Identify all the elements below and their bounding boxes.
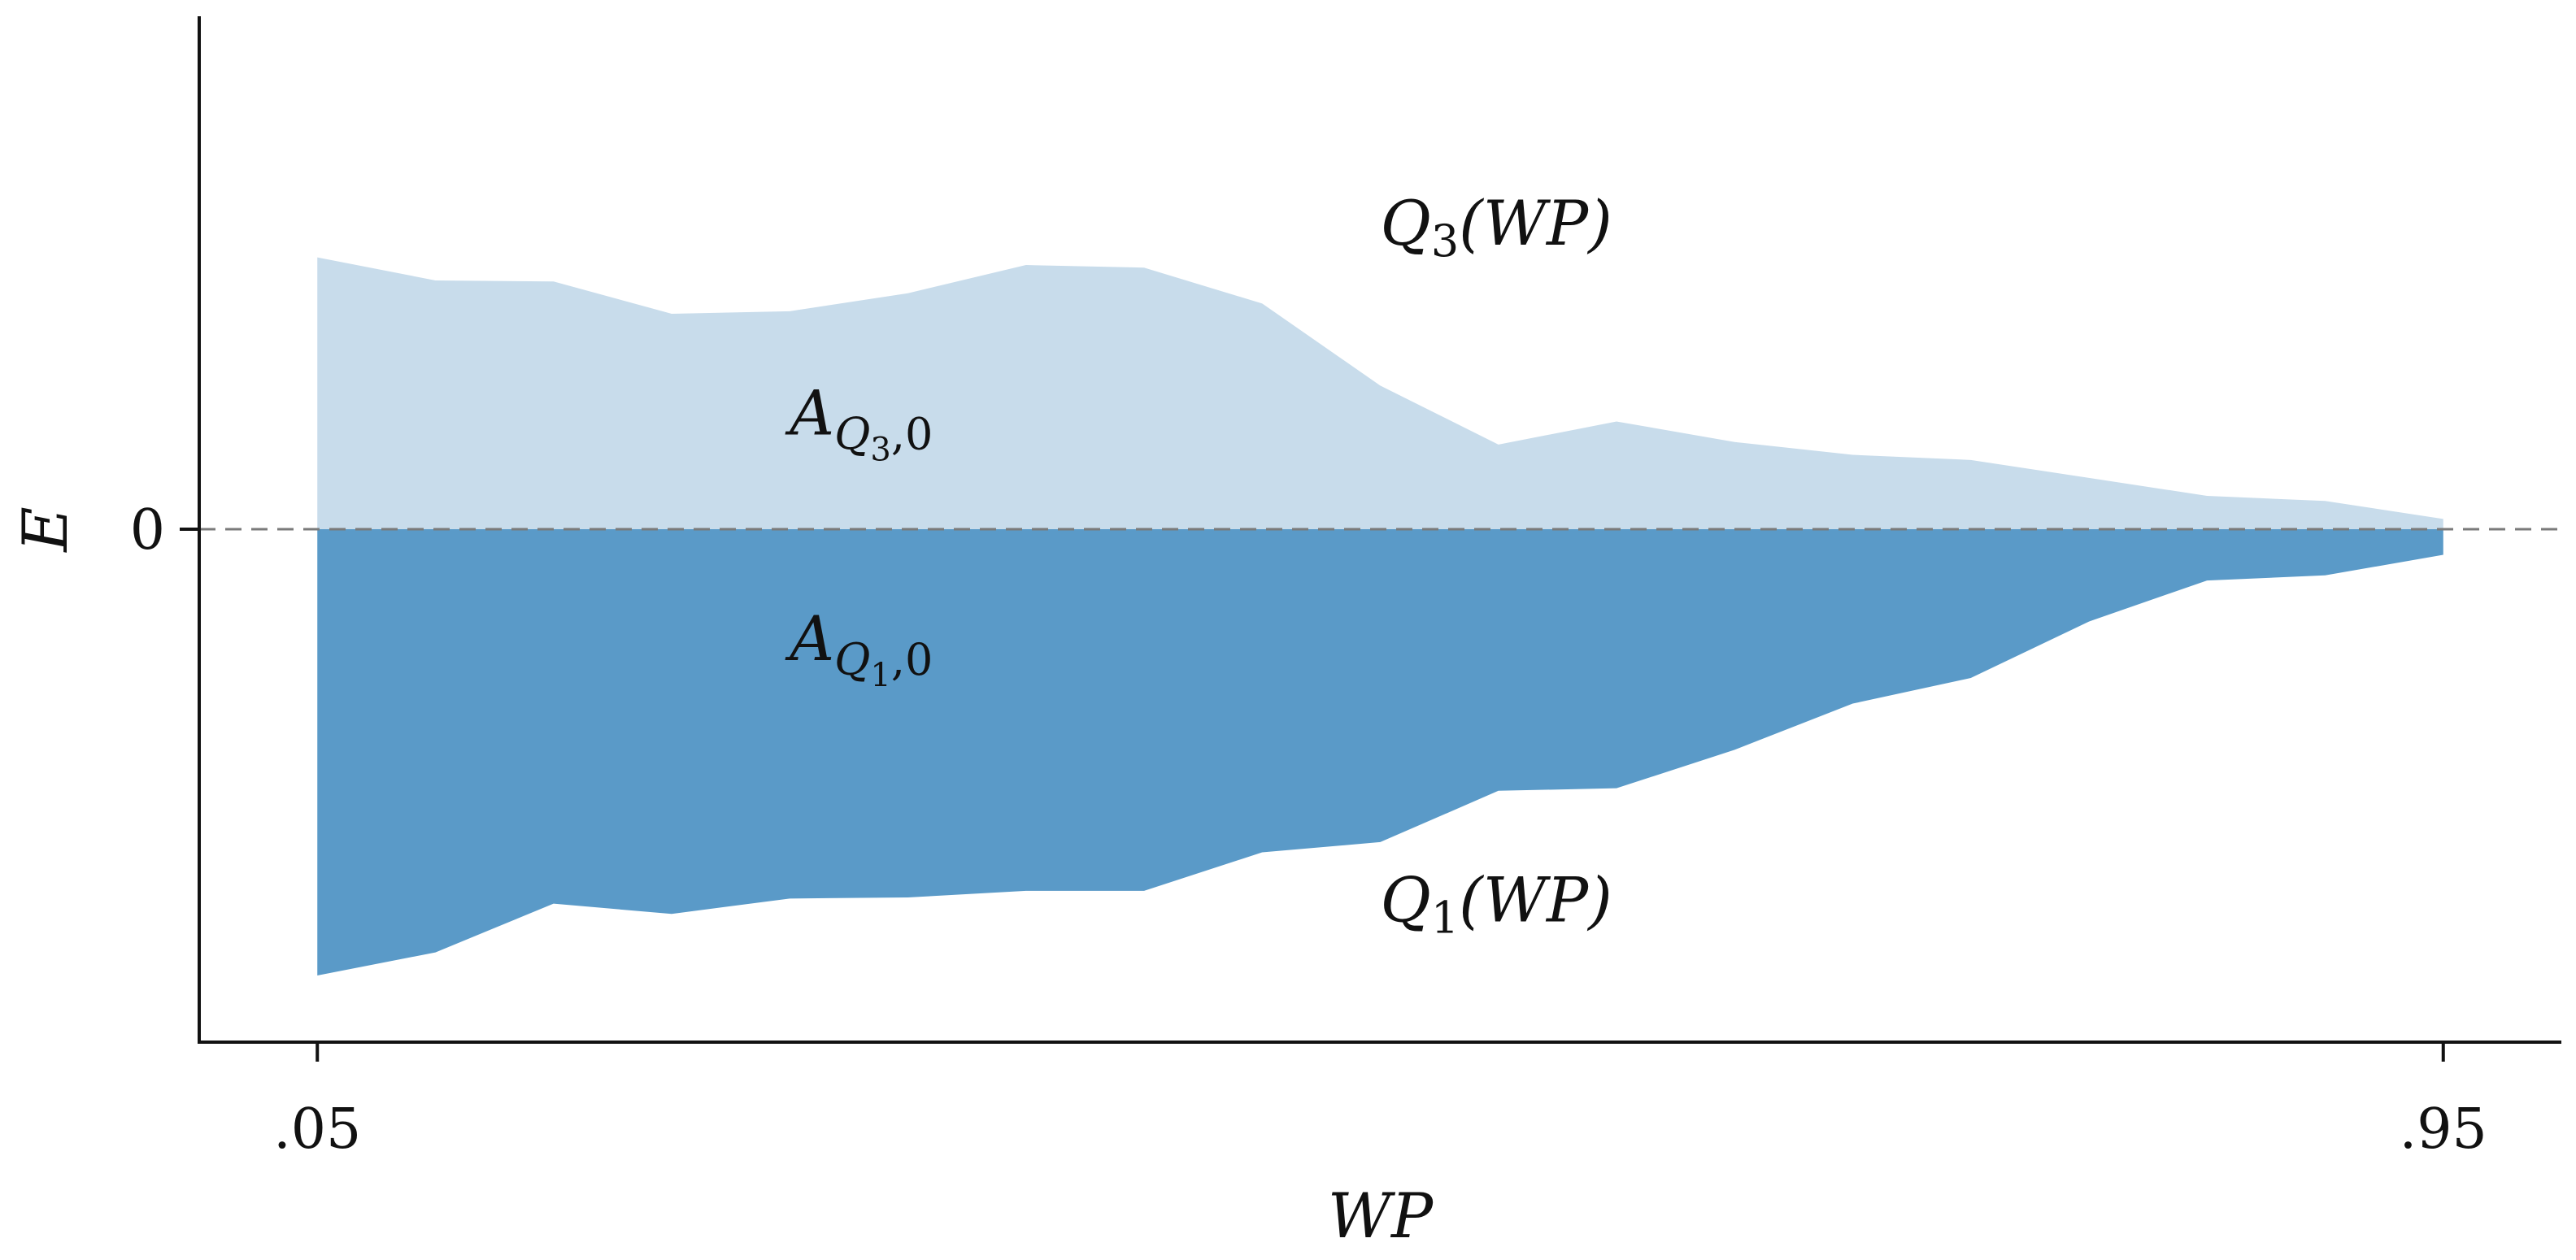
y-tick-label: 0 bbox=[130, 498, 165, 563]
area-series-group bbox=[317, 257, 2443, 975]
annotation-q1: Q1(WP) bbox=[1381, 864, 1612, 944]
x-tick-label: .95 bbox=[2400, 1097, 2487, 1162]
tick-label-group: .05 .95 0 bbox=[130, 498, 2487, 1162]
annotation-aq1: AQ1,0 bbox=[785, 602, 933, 694]
x-axis-label: WP bbox=[1328, 1180, 1434, 1252]
area-series-2 bbox=[317, 529, 2443, 975]
annotation-q3: Q3(WP) bbox=[1381, 187, 1612, 267]
annotation-group: Q3(WP) AQ3,0 AQ1,0 Q1(WP) bbox=[785, 187, 1612, 944]
area-series-1 bbox=[317, 257, 2443, 529]
y-axis-label: E bbox=[9, 506, 81, 553]
x-tick-label: .05 bbox=[273, 1097, 361, 1162]
annotation-aq3: AQ3,0 bbox=[785, 376, 933, 468]
